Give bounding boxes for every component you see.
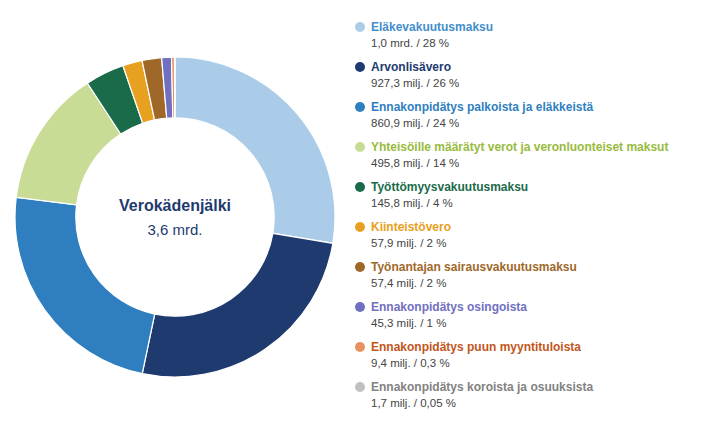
- legend-label: Ennakonpidätys palkoista ja eläkkeistä: [371, 100, 593, 114]
- legend-entry: Ennakonpidätys koroista ja osuuksista 1,7…: [355, 380, 593, 409]
- legend-detail: 9,4 milj. / 0,3 %: [371, 357, 450, 369]
- legend-swatch: [355, 302, 365, 312]
- legend-entry: Eläkevakuutusmaksu 1,0 mrd. / 28 %: [355, 20, 493, 49]
- legend-entry: Yhteisöille määrätyt verot ja veronluont…: [355, 140, 668, 169]
- legend-entry: Työttömyysvakuutusmaksu 145,8 milj. / 4 %: [355, 180, 528, 209]
- legend-entry: Ennakonpidätys puun myyntituloista 9,4 mi…: [355, 340, 581, 369]
- legend-label: Yhteisöille määrätyt verot ja veronluont…: [371, 140, 668, 154]
- legend-swatch: [355, 222, 365, 232]
- legend-label: Ennakonpidätys koroista ja osuuksista: [371, 380, 593, 394]
- slice: [142, 233, 333, 377]
- slice: [15, 197, 155, 373]
- legend-entry: Kiinteistövero 57,9 milj. / 2 %: [355, 220, 451, 249]
- legend-label: Kiinteistövero: [371, 220, 451, 234]
- subtitle: 3,6 mrd.: [147, 221, 202, 238]
- legend-detail: 145,8 milj. / 4 %: [371, 197, 453, 209]
- legend-label: Arvonlisävero: [371, 60, 451, 74]
- legend-detail: 927,3 milj. / 26 %: [371, 77, 459, 89]
- legend-label: Työnantajan sairausvakuutusmaksu: [371, 260, 577, 274]
- legend-label: Ennakonpidätys puun myyntituloista: [371, 340, 581, 354]
- legend-detail: 1,7 milj. / 0,05 %: [371, 397, 456, 409]
- title: Verokädenjälki: [119, 197, 231, 214]
- legend-entry: Ennakonpidätys palkoista ja eläkkeistä 86…: [355, 100, 593, 129]
- legend-swatch: [355, 382, 365, 392]
- legend-detail: 1,0 mrd. / 28 %: [371, 37, 449, 49]
- legend-entry: Ennakonpidätys osingoista 45,3 milj. / 1 …: [355, 300, 527, 329]
- legend-swatch: [355, 182, 365, 192]
- legend-swatch: [355, 342, 365, 352]
- legend-detail: 57,9 milj. / 2 %: [371, 237, 446, 249]
- legend-swatch: [355, 102, 365, 112]
- legend-label: Työttömyysvakuutusmaksu: [371, 180, 528, 194]
- legend-swatch: [355, 62, 365, 72]
- legend-swatch: [355, 22, 365, 32]
- donut: [15, 57, 335, 377]
- legend-detail: 860,9 milj. / 24 %: [371, 117, 459, 129]
- legend-swatch: [355, 262, 365, 272]
- legend-label: Ennakonpidätys osingoista: [371, 300, 527, 314]
- legend-label: Eläkevakuutusmaksu: [371, 20, 493, 34]
- legend-detail: 495,8 milj. / 14 %: [371, 157, 459, 169]
- legend-detail: 57,4 milj. / 2 %: [371, 277, 446, 289]
- legend-entry: Arvonlisävero 927,3 milj. / 26 %: [355, 60, 459, 89]
- chart: Verokädenjälki 3,6 mrd. Eläkevakuutusmaksu…: [0, 0, 720, 434]
- slice: [172, 57, 175, 118]
- slice: [174, 57, 176, 118]
- legend-swatch: [355, 142, 365, 152]
- legend-entry: Työnantajan sairausvakuutusmaksu 57,4 mil…: [355, 260, 577, 289]
- slice: [175, 57, 335, 243]
- legend: Eläkevakuutusmaksu 1,0 mrd. / 28 % Arvonli…: [355, 20, 668, 409]
- legend-detail: 45,3 milj. / 1 %: [371, 317, 446, 329]
